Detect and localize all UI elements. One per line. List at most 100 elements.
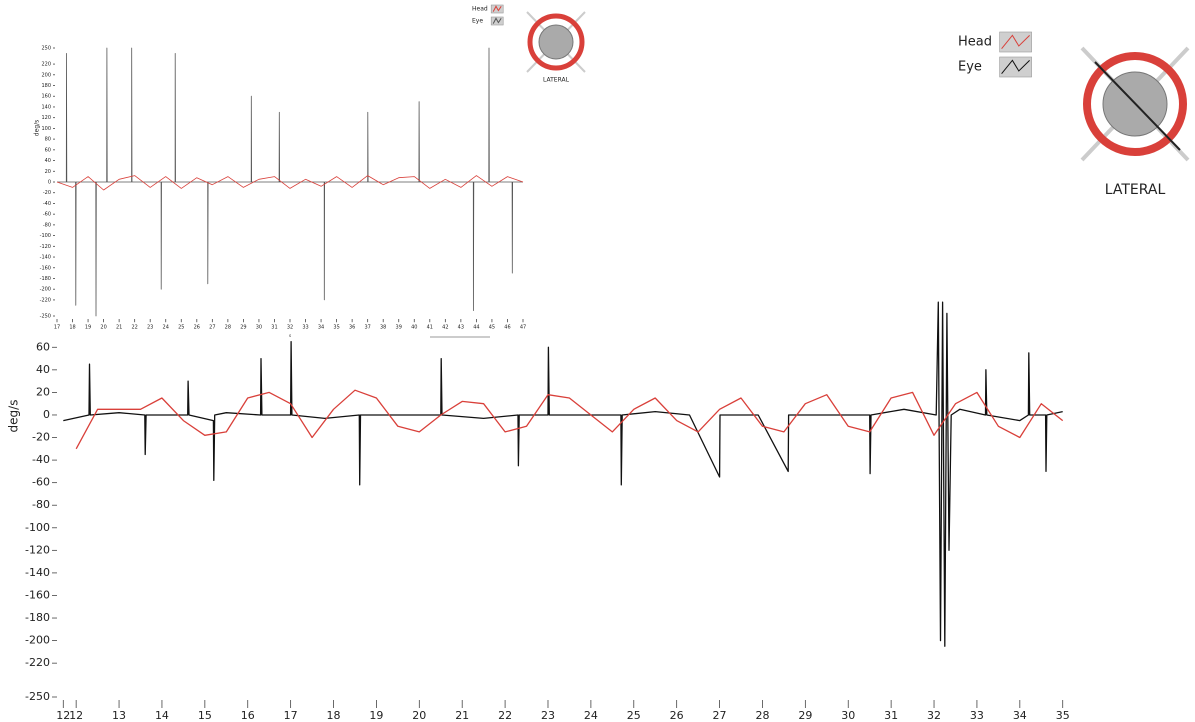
legend-line	[1001, 59, 1030, 74]
y-tick-label: -220	[25, 656, 50, 669]
y-tick-label: 0	[48, 180, 51, 186]
x-tick-label: 24	[163, 325, 169, 331]
x-tick-label: 39	[396, 325, 402, 331]
x-tick-label: 42	[442, 325, 448, 331]
x-tick-label: 29	[798, 709, 812, 722]
x-tick-label: 21	[455, 709, 469, 722]
y-tick-label: -120	[40, 244, 51, 250]
y-tick-label: 0	[43, 408, 50, 421]
icon-label: LATERAL	[543, 77, 570, 84]
x-tick-label: 22	[131, 325, 137, 331]
legend-swatch	[999, 31, 1032, 53]
y-tick-label: -20	[43, 190, 51, 196]
x-tick-label: 47	[520, 325, 526, 331]
y-tick-label: -60	[43, 212, 51, 218]
legend-line	[1001, 34, 1030, 49]
y-tick-label: -250	[25, 690, 50, 703]
y-tick-label: -160	[25, 588, 50, 601]
y-axis-label: deg/s	[7, 400, 21, 433]
series-line	[63, 301, 1063, 647]
y-tick-label: -200	[40, 287, 51, 293]
x-tick-label: 25	[178, 325, 184, 331]
x-tick-label: 37	[364, 325, 370, 331]
y-tick-label: -200	[25, 634, 50, 647]
y-tick-label: 250	[41, 46, 51, 52]
x-tick-label: 45	[489, 325, 495, 331]
x-tick-label: 20	[412, 709, 426, 722]
x-tick-label: 29	[240, 325, 246, 331]
y-tick-label: 40	[36, 363, 50, 376]
y-tick-label: -100	[25, 521, 50, 534]
x-tick-label: 27	[209, 325, 215, 331]
x-tick-label: 18	[69, 325, 75, 331]
chart-1: 250220200180160140120100806040200-20-40-…	[34, 4, 570, 338]
legend-label: Head	[958, 35, 992, 50]
legend-label: Head	[472, 6, 488, 13]
x-tick-label: 36	[349, 325, 355, 331]
y-tick-label: -160	[40, 265, 51, 271]
chart-0: 60 40 20 0 -20 -40 -60 -80 -100 -120 -140 -160 -180 -…	[7, 31, 1166, 722]
series-line	[75, 389, 1064, 450]
x-tick-label: 35	[333, 325, 339, 331]
x-tick-label: 23	[541, 709, 555, 722]
legend-label: Eye	[472, 18, 483, 25]
legend-swatch	[999, 56, 1032, 78]
y-tick-label: -60	[32, 476, 50, 489]
legend-line	[492, 17, 502, 24]
x-tick-label: 38	[380, 325, 386, 331]
y-tick-label: 20	[45, 169, 51, 175]
y-tick-label: 220	[41, 62, 51, 68]
x-tick-label: 27	[713, 709, 727, 722]
x-tick-label: 15	[198, 709, 212, 722]
x-tick-label: 30	[841, 709, 855, 722]
y-tick-label: 120	[41, 115, 51, 121]
x-axis-label: s	[289, 333, 291, 338]
y-tick-label: -20	[32, 431, 50, 444]
y-axis-label: deg/s	[34, 120, 41, 136]
x-tick-label: 34	[1013, 709, 1027, 722]
x-tick-label: 41	[427, 325, 433, 331]
y-tick-label: -180	[40, 276, 51, 282]
x-tick-label: 31	[884, 709, 898, 722]
x-tick-label: 17	[54, 325, 60, 331]
x-tick-label: 19	[369, 709, 383, 722]
series-line	[56, 175, 524, 191]
x-tick-label: 31	[271, 325, 277, 331]
legend-line	[492, 5, 502, 12]
x-tick-label: 46	[504, 325, 510, 331]
y-tick-label: -40	[43, 201, 51, 207]
series-line	[57, 47, 523, 317]
x-tick-label: 17	[284, 709, 298, 722]
x-tick-label: 28	[755, 709, 769, 722]
y-tick-label: -140	[40, 255, 51, 261]
x-tick-label: 12	[69, 709, 83, 722]
x-tick-label: 21	[116, 325, 122, 331]
x-tick-label: 44	[473, 325, 479, 331]
x-tick-label: 26	[670, 709, 684, 722]
y-tick-label: 60	[45, 147, 51, 153]
icon-label: LATERAL	[1105, 182, 1166, 198]
x-tick-label: 26	[194, 325, 200, 331]
y-tick-label: -250	[40, 314, 51, 320]
x-tick-label: 12	[56, 709, 70, 722]
y-tick-label: 160	[41, 94, 51, 100]
x-tick-label: 22	[498, 709, 512, 722]
y-tick-label: 140	[41, 104, 51, 110]
x-tick-label: 40	[411, 325, 417, 331]
y-tick-label: 100	[41, 126, 51, 132]
y-tick-label: -80	[32, 498, 50, 511]
y-tick-label: 80	[45, 137, 51, 143]
y-tick-label: -80	[43, 222, 51, 228]
x-tick-label: 13	[112, 709, 126, 722]
y-tick-label: 20	[36, 385, 50, 398]
x-tick-label: 16	[241, 709, 255, 722]
y-tick-label: -180	[25, 611, 50, 624]
x-tick-label: 34	[318, 325, 324, 331]
x-tick-label: 33	[970, 709, 984, 722]
x-tick-label: 33	[302, 325, 308, 331]
y-tick-label: 60	[36, 340, 50, 353]
x-tick-label: 32	[927, 709, 941, 722]
x-tick-label: 24	[584, 709, 598, 722]
y-tick-label: -40	[32, 453, 50, 466]
